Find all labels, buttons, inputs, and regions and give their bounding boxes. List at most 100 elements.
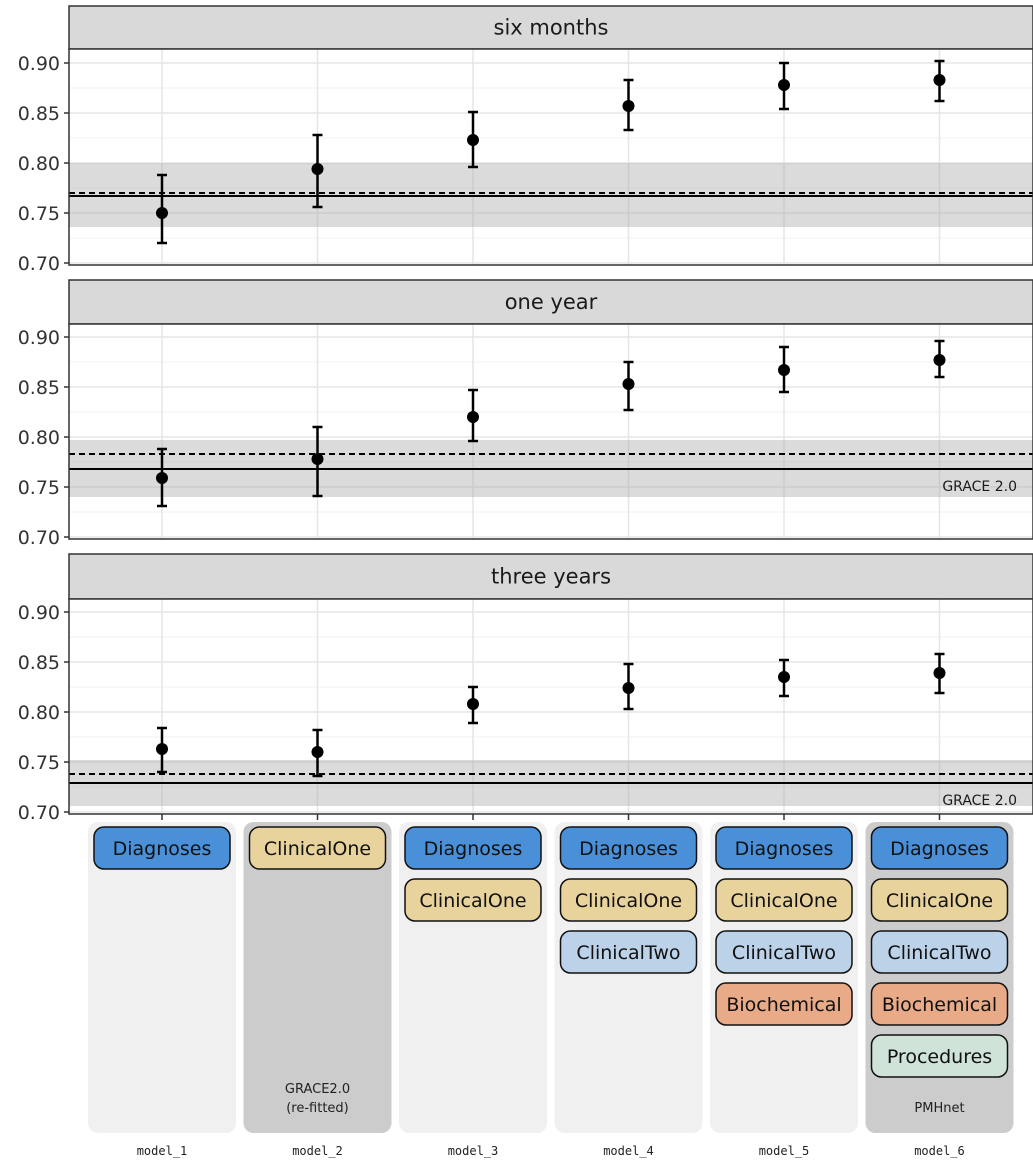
feature-chip-diagnoses bbox=[93, 826, 231, 870]
feature-column-model_1: Diagnoses model_1 bbox=[88, 822, 236, 1158]
data-point bbox=[933, 667, 946, 679]
feature-chip-diagnoses bbox=[559, 826, 698, 870]
panel-border bbox=[68, 48, 1033, 266]
facet-panel-1: six months 0.70 0.75 0.80 0.85 0.90 bbox=[18, 5, 1033, 275]
y-tick-label: 0.80 bbox=[18, 153, 60, 175]
feature-chip-label: ClinicalOne bbox=[886, 890, 993, 912]
plot-background bbox=[69, 49, 1033, 265]
feature-chip-label: Diagnoses bbox=[890, 838, 989, 860]
data-point bbox=[778, 79, 790, 91]
feature-column-footer: PMHnet bbox=[914, 1101, 964, 1116]
feature-chip-label: ClinicalOne bbox=[575, 890, 682, 912]
feature-chip-clinicalone bbox=[715, 878, 853, 922]
feature-chip-label: Biochemical bbox=[882, 994, 997, 1016]
feature-chip-label: Procedures bbox=[887, 1046, 992, 1068]
feature-column-background bbox=[243, 822, 392, 1133]
reference-label: GRACE 2.0 bbox=[942, 479, 1017, 495]
feature-chip-label: ClinicalOne bbox=[419, 890, 526, 912]
feature-chip-label: ClinicalTwo bbox=[576, 942, 680, 964]
feature-chip-label: Biochemical bbox=[726, 994, 841, 1016]
model-label: model_2 bbox=[292, 1144, 343, 1158]
y-tick-label: 0.75 bbox=[18, 477, 60, 499]
panel-border bbox=[68, 323, 1033, 540]
facet-strip-label: one year bbox=[505, 290, 598, 314]
feature-column-model_4: Diagnoses ClinicalOne ClinicalTwo model_4 bbox=[554, 822, 703, 1158]
feature-column-model_3: Diagnoses ClinicalOne model_3 bbox=[399, 822, 547, 1158]
feature-chip-clinicaltwo bbox=[559, 930, 698, 974]
feature-column-footer: GRACE2.0 bbox=[285, 1082, 350, 1097]
y-tick-label: 0.75 bbox=[18, 203, 60, 225]
y-tick-label: 0.80 bbox=[18, 702, 60, 724]
feature-chip-clinicalone bbox=[559, 878, 698, 922]
model-label: model_1 bbox=[137, 1144, 188, 1158]
feature-column-model_5: Diagnoses ClinicalOne ClinicalTwo Biochemic… bbox=[710, 822, 858, 1158]
feature-chip-label: ClinicalOne bbox=[264, 838, 371, 860]
data-point bbox=[778, 671, 790, 683]
feature-chip-label: Diagnoses bbox=[424, 838, 523, 860]
feature-chip-label: ClinicalOne bbox=[730, 890, 837, 912]
y-tick-label: 0.80 bbox=[18, 427, 60, 449]
data-point bbox=[933, 74, 946, 86]
feature-chip-clinicalone bbox=[248, 826, 387, 870]
feature-chip-clinicaltwo bbox=[715, 930, 853, 974]
y-tick-label: 0.90 bbox=[18, 602, 60, 624]
data-point bbox=[156, 472, 168, 484]
feature-chip-label: Diagnoses bbox=[735, 838, 834, 860]
feature-chip-diagnoses bbox=[715, 826, 853, 870]
feature-chip-label: Diagnoses bbox=[113, 838, 212, 860]
model-label: model_4 bbox=[603, 1144, 654, 1158]
data-point bbox=[467, 134, 479, 146]
y-tick-label: 0.70 bbox=[18, 253, 60, 275]
y-tick-label: 0.85 bbox=[18, 377, 60, 399]
model-label: model_6 bbox=[914, 1144, 965, 1158]
y-tick-label: 0.70 bbox=[18, 802, 60, 824]
data-point bbox=[933, 354, 946, 366]
model-label: model_5 bbox=[759, 1144, 810, 1158]
y-tick-label: 0.85 bbox=[18, 652, 60, 674]
y-tick-label: 0.90 bbox=[18, 327, 60, 349]
feature-chip-clinicaltwo bbox=[870, 930, 1009, 974]
feature-chip-clinicalone bbox=[870, 878, 1009, 922]
feature-table: Diagnoses model_1 ClinicalOne GRACE2.0 (re-f… bbox=[88, 822, 1014, 1158]
data-point bbox=[467, 698, 479, 710]
data-point bbox=[311, 746, 324, 758]
facet-strip-label: six months bbox=[494, 16, 609, 40]
feature-chip-diagnoses bbox=[870, 826, 1009, 870]
feature-chip-procedures bbox=[870, 1034, 1009, 1078]
data-point bbox=[311, 163, 324, 175]
facet-panel-2: one year GRACE 2.0 0.70 0.75 0.80 0.85 0.90 bbox=[18, 279, 1033, 549]
y-tick-label: 0.70 bbox=[18, 527, 60, 549]
data-point bbox=[778, 364, 790, 376]
feature-column-footer: (re-fitted) bbox=[286, 1101, 349, 1116]
reference-label: GRACE 2.0 bbox=[942, 793, 1017, 809]
y-tick-label: 0.85 bbox=[18, 103, 60, 125]
facet-strip bbox=[68, 553, 1033, 600]
y-tick-label: 0.75 bbox=[18, 752, 60, 774]
data-point bbox=[311, 453, 324, 465]
model-label: model_3 bbox=[448, 1144, 499, 1158]
plot-background bbox=[69, 324, 1033, 539]
data-point bbox=[622, 378, 635, 390]
feature-column-model_2: ClinicalOne GRACE2.0 (re-fitted) model_2 bbox=[243, 822, 392, 1158]
data-point bbox=[467, 411, 479, 423]
feature-chip-biochemical bbox=[715, 982, 853, 1026]
feature-chip-diagnoses bbox=[404, 826, 542, 870]
facet-panel-3: three years GRACE 2.0 0.70 0.75 0.80 0.85 0.90 bbox=[18, 553, 1033, 824]
feature-chip-clinicalone bbox=[404, 878, 542, 922]
panel-border bbox=[68, 598, 1033, 815]
feature-chip-label: ClinicalTwo bbox=[732, 942, 836, 964]
data-point bbox=[156, 207, 168, 219]
data-point bbox=[622, 682, 635, 694]
feature-chip-label: ClinicalTwo bbox=[887, 942, 991, 964]
facet-strip-label: three years bbox=[491, 565, 611, 589]
feature-chip-biochemical bbox=[870, 982, 1009, 1026]
facet-strip bbox=[68, 279, 1033, 325]
data-point bbox=[156, 743, 168, 755]
feature-column-model_6: Diagnoses ClinicalOne ClinicalTwo Biochemic… bbox=[865, 822, 1014, 1158]
feature-column-background bbox=[88, 822, 236, 1133]
plot-background bbox=[69, 599, 1033, 814]
facet-strip bbox=[68, 5, 1033, 50]
feature-chip-label: Diagnoses bbox=[579, 838, 678, 860]
y-tick-label: 0.90 bbox=[18, 53, 60, 75]
